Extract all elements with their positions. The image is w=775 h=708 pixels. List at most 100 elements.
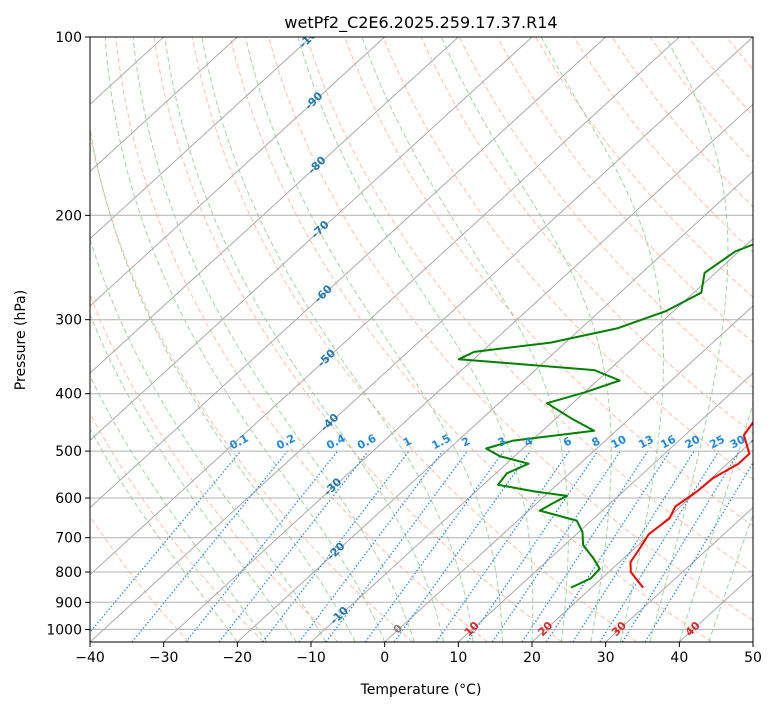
- isotherm-line: [90, 37, 459, 374]
- mixing-ratio-label: 10: [609, 433, 629, 452]
- moist-adiabat: [132, 37, 415, 642]
- mixing-ratio-line: [90, 450, 242, 634]
- dry-adiabat: [268, 37, 753, 622]
- x-tick-label: 40: [670, 650, 688, 666]
- moist-adiabat: [245, 37, 503, 642]
- dry-adiabat: [306, 37, 753, 574]
- mixing-ratio-line: [262, 450, 410, 642]
- dry-adiabat: [90, 131, 414, 642]
- mixing-ratio-line: [521, 450, 649, 642]
- isotherm-line: [90, 37, 312, 240]
- y-tick-label: 100: [55, 30, 82, 46]
- dewpoint-profile: [457, 243, 753, 589]
- isotherm-line: [90, 37, 238, 173]
- x-tick-label: −20: [223, 650, 253, 666]
- x-tick-label: −10: [296, 650, 326, 666]
- dry-adiabat: [90, 412, 264, 642]
- profile-lines: [457, 243, 753, 589]
- mixing-ratio-line: [599, 450, 720, 642]
- y-tick-label: 900: [55, 595, 82, 611]
- x-tick-label: 50: [744, 650, 762, 666]
- x-axis-title: Temperature (°C): [360, 682, 482, 698]
- temperature-profile: [629, 420, 753, 589]
- mixing-ratio-label: 20: [683, 433, 703, 452]
- moist-adiabat: [164, 37, 445, 642]
- moist-adiabat: [708, 513, 753, 642]
- mixing-ratio-line: [644, 461, 753, 642]
- dry-adiabat: [344, 37, 753, 527]
- isotherm-line: [752, 641, 753, 642]
- mixing-ratio-label: 30: [728, 433, 748, 452]
- y-tick-label: 700: [55, 531, 82, 547]
- mixing-ratio-line: [298, 450, 444, 642]
- y-tick-label: 300: [55, 313, 82, 329]
- dry-adiabat: [573, 37, 753, 253]
- moist-adiabat: [90, 125, 356, 642]
- y-tick-label: 1000: [46, 622, 82, 638]
- mixing-ratio-label: 1.5: [429, 432, 452, 453]
- isotherm-line: [90, 37, 607, 509]
- mixing-ratio-label: 13: [636, 433, 656, 452]
- x-tick-label: 10: [449, 650, 467, 666]
- isotherm-line: [531, 439, 753, 642]
- isotherm-line: [310, 237, 753, 642]
- mixing-ratio-label: 25: [707, 433, 727, 452]
- moist-adiabat: [540, 37, 664, 642]
- dry-adiabat: [115, 37, 488, 642]
- moist-adiabat: [297, 37, 534, 642]
- dry-adiabat: [726, 37, 753, 71]
- dry-adiabat: [420, 37, 753, 435]
- moist-adiabat: [90, 374, 268, 642]
- moist-adiabat: [90, 427, 238, 642]
- x-tick-label: 0: [380, 650, 389, 666]
- isotherm-line: [384, 305, 753, 642]
- y-tick-label: 400: [55, 387, 82, 403]
- axes: −40 −30 −20 −10 0 10 20 30 40 50 1000 900 800 700 600 5…: [46, 30, 762, 666]
- y-axis-title: Pressure (hPa): [13, 290, 29, 390]
- mixing-ratio-label: 0.4: [324, 432, 348, 453]
- mixing-ratio-line: [393, 450, 531, 642]
- isotherm-line: [90, 37, 680, 576]
- mixing-ratio-line: [545, 450, 671, 642]
- mixing-ratio-line: [131, 450, 289, 642]
- x-tick-label: −40: [75, 650, 105, 666]
- moist-adiabat: [361, 37, 569, 642]
- isotherm-line: [90, 37, 386, 307]
- y-tick-label: 800: [55, 565, 82, 581]
- moist-adiabat: [678, 401, 753, 642]
- isotherm-line: [90, 37, 753, 642]
- mixing-ratio-line: [435, 450, 570, 642]
- mixing-ratio-label: 36: [749, 433, 769, 452]
- x-tick-label: 20: [523, 650, 541, 666]
- mixing-ratio-label: 0.1: [227, 432, 250, 453]
- dry-adiabat: [649, 37, 753, 163]
- line-labels: 0.1 0.2 0.4 0.6 1 1.5 2 3 4 6 8 10 13 16 20 25 30 36-100-…: [227, 37, 769, 639]
- mixing-ratio-line: [325, 450, 468, 642]
- plot-frame: [89, 36, 754, 643]
- moist-adiabat: [90, 313, 297, 642]
- mixing-ratio-label: 16: [658, 433, 678, 452]
- mixing-ratio-line: [364, 450, 505, 642]
- mixing-ratio-label: 2: [459, 434, 472, 449]
- mixing-ratio-line: [185, 450, 339, 642]
- mixing-ratio-label: 0.2: [274, 432, 297, 453]
- mixing-ratio-label: 8: [590, 434, 603, 449]
- mixing-ratio-line: [467, 450, 599, 642]
- moist-adiabat: [90, 237, 327, 642]
- y-tick-label: 500: [55, 444, 82, 460]
- isotherm-line: [457, 372, 753, 642]
- dry-adiabat: [382, 37, 753, 481]
- mixing-ratio-line: [572, 450, 695, 642]
- dry-adiabat: [496, 37, 753, 344]
- isotherm-line: [605, 506, 753, 642]
- y-tick-label: 200: [55, 208, 82, 224]
- mixing-ratio-line: [491, 450, 621, 642]
- x-tick-label: −30: [149, 650, 179, 666]
- dry-adiabat: [611, 37, 753, 208]
- dry-adiabat: [535, 37, 753, 298]
- mixing-ratio-label: 1: [401, 434, 414, 449]
- y-tick-label: 600: [55, 491, 82, 507]
- dry-adiabat: [153, 37, 563, 642]
- x-tick-label: 30: [597, 650, 615, 666]
